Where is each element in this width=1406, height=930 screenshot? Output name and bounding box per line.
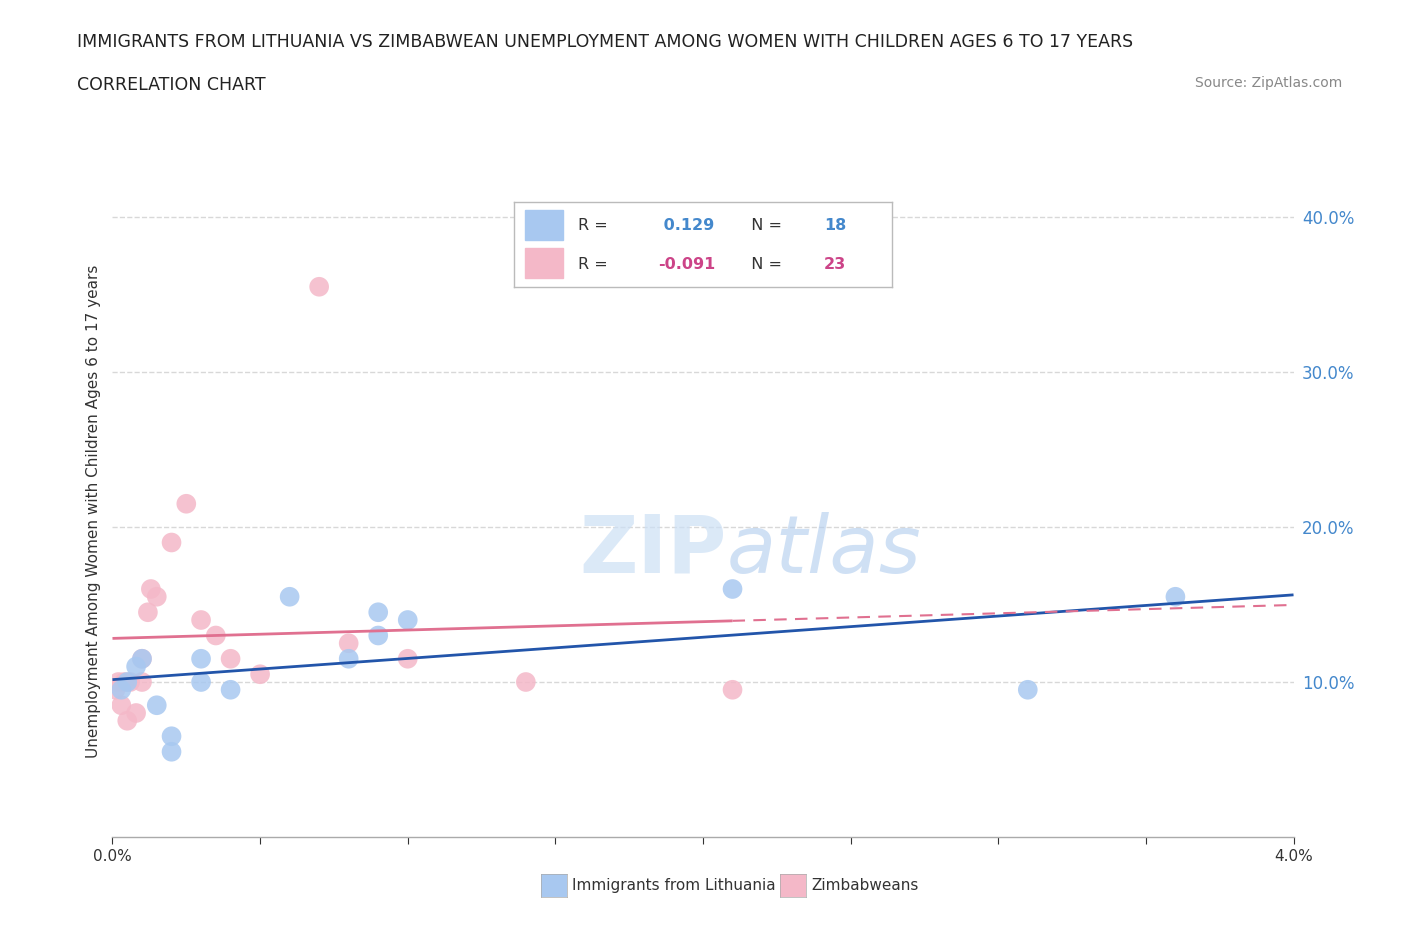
Text: CORRELATION CHART: CORRELATION CHART	[77, 76, 266, 94]
Point	[721, 683, 744, 698]
Point	[160, 729, 183, 744]
Text: Zimbabweans: Zimbabweans	[811, 878, 918, 893]
Point	[515, 674, 537, 689]
Point	[125, 706, 148, 721]
Point	[308, 279, 330, 294]
Point	[107, 674, 129, 689]
Point	[110, 698, 132, 712]
Point	[131, 674, 153, 689]
Point	[721, 581, 744, 596]
Point	[337, 636, 360, 651]
Point	[249, 667, 271, 682]
Point	[160, 535, 183, 550]
Point	[190, 613, 212, 628]
Point	[146, 698, 169, 712]
Point	[139, 581, 162, 596]
Text: ZIP: ZIP	[579, 512, 727, 590]
Point	[136, 604, 159, 619]
Point	[104, 683, 127, 698]
Point	[131, 651, 153, 666]
Point	[219, 683, 242, 698]
Point	[160, 744, 183, 759]
Point	[190, 674, 212, 689]
Text: Source: ZipAtlas.com: Source: ZipAtlas.com	[1195, 76, 1343, 90]
Point	[367, 628, 389, 643]
Point	[190, 651, 212, 666]
Point	[396, 651, 419, 666]
Point	[146, 590, 169, 604]
Point	[205, 628, 228, 643]
Point	[337, 651, 360, 666]
Point	[117, 713, 138, 728]
Text: IMMIGRANTS FROM LITHUANIA VS ZIMBABWEAN UNEMPLOYMENT AMONG WOMEN WITH CHILDREN A: IMMIGRANTS FROM LITHUANIA VS ZIMBABWEAN …	[77, 33, 1133, 50]
Point	[117, 674, 138, 689]
Point	[1164, 590, 1187, 604]
Point	[396, 613, 419, 628]
Point	[112, 674, 135, 689]
Point	[1017, 683, 1039, 698]
Point	[125, 659, 148, 674]
Text: atlas: atlas	[727, 512, 921, 590]
Point	[120, 674, 142, 689]
Point	[110, 683, 132, 698]
Point	[367, 604, 389, 619]
Point	[219, 651, 242, 666]
Point	[278, 590, 301, 604]
Point	[174, 497, 197, 512]
Point	[131, 651, 153, 666]
Text: Immigrants from Lithuania: Immigrants from Lithuania	[572, 878, 776, 893]
Y-axis label: Unemployment Among Women with Children Ages 6 to 17 years: Unemployment Among Women with Children A…	[86, 265, 101, 758]
